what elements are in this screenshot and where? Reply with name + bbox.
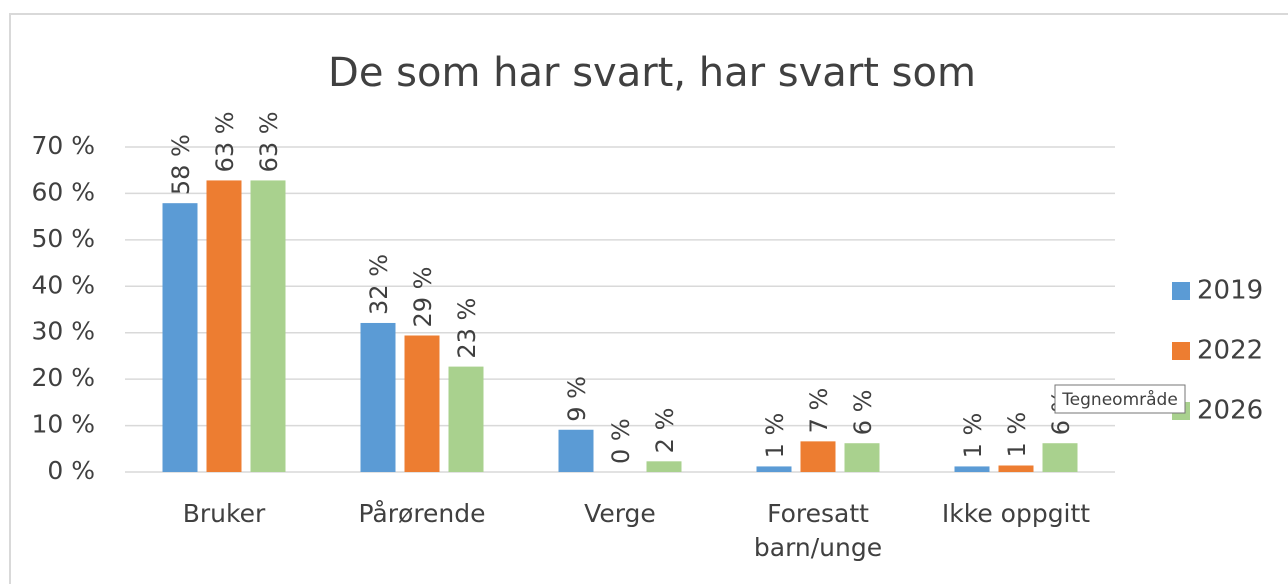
y-tick-label: 30 %: [31, 317, 95, 346]
bar: [1042, 443, 1078, 472]
data-label: 1 %: [959, 413, 987, 459]
data-label: 63 %: [255, 111, 283, 172]
data-label: 9 %: [563, 376, 591, 422]
data-label: 23 %: [453, 298, 481, 359]
tooltip-box: [1054, 384, 1186, 414]
bar: [162, 203, 198, 472]
data-label: 32 %: [365, 254, 393, 315]
bar: [756, 466, 792, 472]
legend-swatch: [1172, 342, 1190, 360]
legend-label: 2022: [1197, 336, 1263, 366]
y-tick-label: 20 %: [31, 363, 95, 392]
bar: [800, 441, 836, 472]
x-tick-label: Verge: [584, 499, 656, 528]
bar: [448, 366, 484, 472]
bar: [360, 322, 396, 472]
x-tick-label: Bruker: [182, 499, 266, 528]
bar: [954, 466, 990, 472]
data-label: 6 %: [849, 390, 877, 436]
data-label: 58 %: [167, 134, 195, 195]
data-label: 7 %: [805, 388, 833, 434]
x-tick-label: Ikke oppgitt: [941, 499, 1091, 528]
bar: [250, 180, 286, 472]
y-tick-label: 40 %: [31, 270, 95, 299]
tooltip-text: Tegneområde: [1061, 389, 1178, 410]
data-label: 63 %: [211, 111, 239, 172]
bar: [646, 461, 682, 472]
y-tick-label: 0 %: [47, 456, 95, 485]
data-label: 0 %: [607, 418, 635, 464]
data-label: 2 %: [651, 408, 679, 454]
data-label: 1 %: [761, 413, 789, 459]
bar: [844, 443, 880, 472]
legend-label: 2026: [1197, 396, 1263, 426]
legend-label: 2019: [1197, 276, 1263, 306]
x-tick-label: Foresatt barn/unge: [753, 499, 883, 562]
y-tick-label: 10 %: [31, 410, 95, 439]
bar: [558, 429, 594, 472]
bar: [404, 335, 440, 472]
y-tick-label: 70 %: [31, 131, 95, 160]
y-tick-label: 60 %: [31, 177, 95, 206]
data-label: 29 %: [409, 267, 437, 328]
y-tick-label: 50 %: [31, 224, 95, 253]
chart-title: De som har svart, har svart som: [328, 50, 976, 96]
bar: [998, 465, 1034, 472]
legend-swatch: [1172, 282, 1190, 300]
bar: [206, 180, 242, 472]
x-tick-label: Pårørende: [358, 499, 486, 528]
data-label: 1 %: [1003, 412, 1031, 458]
